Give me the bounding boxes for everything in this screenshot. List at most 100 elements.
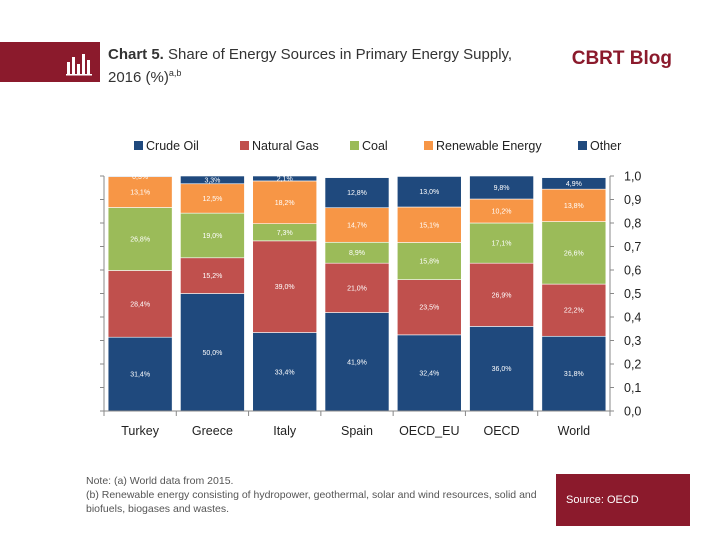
data-label-italy-coal: 7,3%	[277, 230, 293, 237]
chart-title-superscript: a,b	[168, 68, 182, 78]
bar-oecd-eu-renewable-energy	[396, 206, 462, 243]
bar-greece-natural-gas	[180, 257, 245, 294]
footnote: Note: (a) World data from 2015. (b) Rene…	[86, 474, 546, 516]
data-label-greece-crude-oil: 50,0%	[202, 350, 222, 357]
y-tick-label: 0,6	[624, 264, 641, 278]
data-label-greece-coal: 19,0%	[202, 233, 222, 240]
data-label-oecd-eu-natural-gas: 23,5%	[419, 305, 439, 312]
category-label-greece: Greece	[192, 424, 233, 438]
bar-turkey-natural-gas	[107, 270, 173, 338]
bar-chart-icon	[66, 54, 92, 76]
category-label-spain: Spain	[341, 424, 373, 438]
data-label-world-crude-oil: 31,8%	[564, 371, 584, 378]
data-label-turkey-renewable-energy: 13,1%	[130, 190, 150, 197]
y-tick-label: 0,9	[624, 193, 641, 207]
data-label-turkey-other: 0,3%	[132, 174, 148, 181]
legend-label-coal: Coal	[362, 139, 388, 153]
data-label-greece-renewable-energy: 12,5%	[202, 196, 222, 203]
bar-italy-crude-oil	[252, 332, 318, 412]
stacked-bar-chart: Crude Oil Natural Gas Coal Renewable Energy…	[100, 139, 641, 438]
bar-oecd-natural-gas	[469, 262, 534, 327]
data-label-oecd-other: 9,8%	[494, 185, 510, 192]
data-label-world-natural-gas: 22,2%	[564, 308, 584, 315]
data-label-world-coal: 26,6%	[564, 250, 584, 257]
bar-greece-coal	[180, 212, 245, 259]
bar-spain-renewable-energy	[324, 207, 390, 243]
chart-title-number: Chart 5.	[108, 46, 164, 63]
chart-legend: Crude Oil Natural Gas Coal Renewable Energy…	[134, 139, 621, 153]
source-text: Source: OECD	[566, 494, 639, 506]
data-label-oecd-crude-oil: 36,0%	[492, 366, 512, 373]
legend-swatch-natural-gas	[240, 141, 249, 150]
data-label-world-other: 4,9%	[566, 181, 582, 188]
y-tick-label: 0,7	[624, 240, 641, 254]
bar-turkey-crude-oil	[107, 336, 173, 412]
data-label-spain-renewable-energy: 14,7%	[347, 222, 367, 229]
data-label-spain-other: 12,8%	[347, 190, 367, 197]
legend-label-crude-oil: Crude Oil	[146, 139, 199, 153]
data-label-oecd-renewable-energy: 10,2%	[492, 209, 512, 216]
data-label-spain-coal: 8,9%	[349, 250, 365, 257]
legend-label-renewable-energy: Renewable Energy	[436, 139, 542, 153]
data-label-greece-other: 3,3%	[204, 177, 220, 184]
bar-oecd-coal	[469, 222, 534, 264]
bar-turkey-other	[107, 175, 173, 178]
data-label-italy-crude-oil: 33,4%	[275, 369, 295, 376]
data-label-world-renewable-energy: 13,8%	[564, 203, 584, 210]
chart-title: Chart 5. Share of Energy Sources in Prim…	[108, 46, 528, 87]
bar-oecd-eu-other	[396, 176, 462, 208]
bar-world-renewable-energy	[541, 188, 607, 222]
bar-oecd-other	[469, 175, 534, 200]
bar-italy-other	[252, 175, 318, 182]
y-tick-label: 0,3	[624, 334, 641, 348]
brand-logo-text: CBRT Blog	[571, 48, 672, 69]
data-label-spain-natural-gas: 21,0%	[347, 285, 367, 292]
data-label-oecd-coal: 17,1%	[492, 241, 512, 248]
bar-spain-crude-oil	[324, 312, 390, 412]
legend-swatch-renewable-energy	[424, 141, 433, 150]
data-label-italy-other: 2,1%	[277, 176, 293, 183]
category-label-italy: Italy	[273, 424, 297, 438]
bar-italy-natural-gas	[252, 240, 318, 333]
bar-greece-renewable-energy	[180, 183, 245, 214]
bar-italy-renewable-energy	[252, 180, 318, 225]
data-label-turkey-coal: 26,8%	[130, 236, 150, 243]
bar-oecd-eu-natural-gas	[396, 279, 462, 336]
bar-spain-natural-gas	[324, 262, 390, 313]
y-tick-label: 0,0	[624, 405, 641, 419]
data-label-italy-renewable-energy: 18,2%	[275, 200, 295, 207]
data-label-turkey-natural-gas: 28,4%	[130, 301, 150, 308]
legend-swatch-coal	[350, 141, 359, 150]
data-label-oecd-natural-gas: 26,9%	[492, 292, 512, 299]
bar-spain-other	[324, 177, 390, 209]
category-label-oecd: OECD	[484, 424, 520, 438]
y-tick-label: 0,1	[624, 381, 641, 395]
bar-oecd-eu-crude-oil	[396, 334, 462, 412]
y-tick-label: 0,2	[624, 358, 641, 372]
legend-label-natural-gas: Natural Gas	[252, 139, 319, 153]
bar-oecd-crude-oil	[469, 326, 534, 412]
footnote-line-1: Note: (a) World data from 2015.	[86, 475, 234, 487]
bar-oecd-eu-coal	[396, 242, 462, 280]
source-badge: Source: OECD	[556, 474, 690, 526]
y-tick-label: 1,0	[624, 170, 641, 184]
bar-world-other	[541, 177, 607, 190]
chart-title-text: Share of Energy Sources in Primary Energ…	[108, 46, 513, 86]
data-label-oecd-eu-crude-oil: 32,4%	[419, 370, 439, 377]
chart-axes: Turkey Greece Italy Spain OECD_EU OECD World 0,…	[100, 170, 641, 438]
footnote-line-2: (b) Renewable energy consisting of hydro…	[86, 489, 537, 515]
legend-swatch-other	[578, 141, 587, 150]
bar-world-natural-gas	[541, 283, 607, 337]
data-label-greece-natural-gas: 15,2%	[202, 273, 222, 280]
data-label-italy-natural-gas: 39,0%	[275, 284, 295, 291]
category-label-oecd-eu: OECD_EU	[399, 424, 459, 438]
y-tick-label: 0,8	[624, 217, 641, 231]
category-label-turkey: Turkey	[121, 424, 159, 438]
data-label-spain-crude-oil: 41,9%	[347, 359, 367, 366]
bar-greece-other	[180, 175, 245, 185]
bar-world-coal	[541, 221, 607, 285]
data-label-oecd-eu-renewable-energy: 15,1%	[419, 222, 439, 229]
bar-greece-crude-oil	[180, 293, 245, 412]
legend-swatch-crude-oil	[134, 141, 143, 150]
chart-bars: 31,4% 28,4% 26,8% 13,1% 0,3% 50,0% 15,2% 19,0% 1…	[107, 174, 607, 412]
